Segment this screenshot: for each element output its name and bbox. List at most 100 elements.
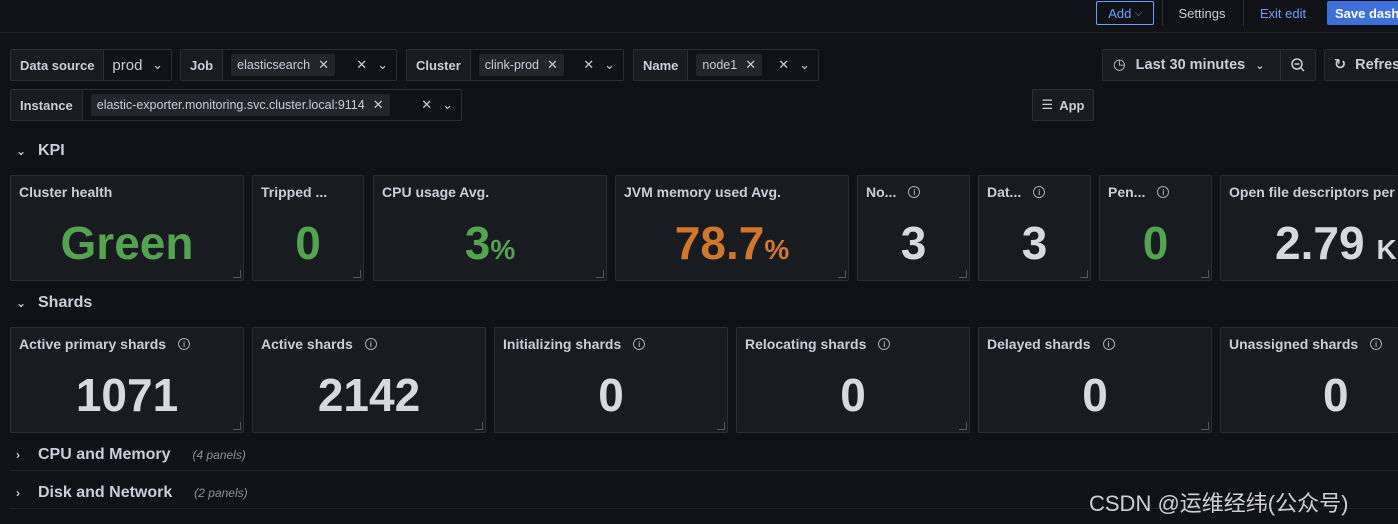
panel-relocating-shards[interactable]: Relocating shards i 0 [736,327,970,433]
row-header-shards[interactable]: ⌄ Shards [16,294,92,312]
cluster-variable[interactable]: Cluster clink-prod ✕ ✕ ⌄ [406,49,624,81]
refresh-icon: ↻ [1334,57,1347,73]
panel-data-nodes[interactable]: Dat... i 3 [978,175,1091,281]
resize-handle[interactable] [1201,270,1209,278]
panel-title-text: Initializing shards [503,336,622,352]
resize-handle[interactable] [596,270,604,278]
chevron-down-icon[interactable]: ⌄ [604,57,615,72]
add-button[interactable]: Add ⌵ [1096,1,1154,25]
clear-icon[interactable]: ✕ [356,57,368,72]
save-dashboard-button[interactable]: Save dashb [1327,1,1398,25]
panel-title: Unassigned shards i [1229,336,1383,352]
panel-unassigned-shards[interactable]: Unassigned shards i 0 [1220,327,1398,433]
instance-variable[interactable]: Instance elastic-exporter.monitoring.svc… [10,89,462,121]
name-select[interactable]: node1 ✕ ✕ ⌄ [688,50,818,80]
resize-handle[interactable] [959,270,967,278]
datasource-variable[interactable]: Data source prod ⌄ [10,49,172,81]
toolbar-divider [1162,0,1163,26]
panel-value-text: 1071 [75,369,179,421]
panel-active-primary-shards[interactable]: Active primary shards i 1071 [10,327,244,433]
row-header-cpu-memory[interactable]: › CPU and Memory (4 panels) [16,446,246,464]
cluster-select[interactable]: clink-prod ✕ ✕ ⌄ [471,50,623,80]
time-range-button[interactable]: ◷ Last 30 minutes ⌄ [1103,50,1282,80]
info-icon[interactable]: i [633,338,646,350]
zoom-out-icon[interactable] [1281,50,1315,80]
app-button[interactable]: ☰ App [1032,89,1094,121]
panel-title-text: Active shards [261,336,353,352]
panel-title: Cluster health [19,184,112,200]
panel-value: Green [11,216,243,270]
job-variable[interactable]: Job elasticsearch ✕ ✕ ⌄ [180,49,397,81]
remove-chip-icon[interactable]: ✕ [318,57,329,72]
panel-active-shards[interactable]: Active shards i 2142 [252,327,486,433]
info-icon[interactable]: i [908,186,921,198]
panel-title: Pen... i [1108,184,1170,200]
clock-icon: ◷ [1113,57,1126,73]
remove-chip-icon[interactable]: ✕ [745,57,757,72]
panel-title-text: Delayed shards [987,336,1091,352]
panel-initializing-shards[interactable]: Initializing shards i 0 [494,327,728,433]
exit-edit-button[interactable]: Exit edit [1259,5,1307,21]
panel-value: 0 [253,216,363,270]
resize-handle[interactable] [717,422,725,430]
panel-title-text: Relocating shards [745,336,867,352]
panel-title: Active shards i [261,336,377,352]
cluster-label: Cluster [407,50,471,80]
row-title: Shards [38,294,93,311]
panel-value: 3% [374,216,606,270]
clear-icon[interactable]: ✕ [583,57,595,72]
instance-select[interactable]: elastic-exporter.monitoring.svc.cluster.… [83,90,461,120]
panel-open-file-descriptors[interactable]: Open file descriptors per 2.79 K [1220,175,1398,281]
datasource-select[interactable]: prod ⌄ [104,50,171,80]
remove-chip-icon[interactable]: ✕ [546,57,558,72]
panel-nodes[interactable]: No... i 3 [857,175,970,281]
panel-title-text: CPU usage Avg. [382,184,490,200]
clear-icon[interactable]: ✕ [778,57,790,72]
panel-delayed-shards[interactable]: Delayed shards i 0 [978,327,1212,433]
chevron-down-icon[interactable]: ⌄ [799,57,810,72]
panel-unit: % [490,234,516,265]
resize-handle[interactable] [233,422,241,430]
panel-title: No... i [866,184,921,200]
panel-value: 0 [1323,368,1398,422]
row-header-kpi[interactable]: ⌄ KPI [16,142,65,160]
time-picker[interactable]: ◷ Last 30 minutes ⌄ [1102,49,1316,81]
top-toolbar: Add ⌵ Settings Exit edit Save dashb [0,0,1398,33]
clear-icon[interactable]: ✕ [421,97,433,112]
info-icon[interactable]: i [1033,186,1046,198]
info-icon[interactable]: i [364,338,377,350]
resize-handle[interactable] [353,270,361,278]
resize-handle[interactable] [838,270,846,278]
settings-button[interactable]: Settings [1178,5,1226,21]
panel-jvm-memory[interactable]: JVM memory used Avg. 78.7% [615,175,849,281]
refresh-button[interactable]: ↻ Refresh [1324,49,1398,81]
resize-handle[interactable] [1080,270,1088,278]
info-icon[interactable]: i [878,338,891,350]
panel-tripped[interactable]: Tripped ... 0 [252,175,364,281]
resize-handle[interactable] [475,422,483,430]
info-icon[interactable]: i [1157,186,1170,198]
row-title: CPU and Memory [38,446,171,463]
chevron-down-icon[interactable]: ⌄ [442,97,453,112]
remove-chip-icon[interactable]: ✕ [372,97,384,112]
name-variable[interactable]: Name node1 ✕ ✕ ⌄ [633,49,819,81]
panel-cluster-health[interactable]: Cluster health Green [10,175,244,281]
panel-value-text: 0 [1142,217,1169,269]
chevron-down-icon: ⌄ [1255,59,1265,72]
panel-unit: K [1376,234,1397,265]
resize-handle[interactable] [233,270,241,278]
panel-cpu-usage[interactable]: CPU usage Avg. 3% [373,175,607,281]
panel-pending-tasks[interactable]: Pen... i 0 [1099,175,1212,281]
panel-unit: % [764,234,790,265]
info-icon[interactable]: i [1102,338,1115,350]
resize-handle[interactable] [959,422,967,430]
chevron-down-icon[interactable]: ⌄ [377,57,388,72]
resize-handle[interactable] [1201,422,1209,430]
info-icon[interactable]: i [178,338,191,350]
panel-value-text: 3 [464,217,491,269]
row-header-disk-network[interactable]: › Disk and Network (2 panels) [16,484,248,502]
info-icon[interactable]: i [1370,338,1383,350]
panel-value: 1071 [11,368,243,422]
job-select[interactable]: elasticsearch ✕ ✕ ⌄ [223,50,396,80]
chevron-down-icon[interactable]: ⌄ [152,57,163,72]
